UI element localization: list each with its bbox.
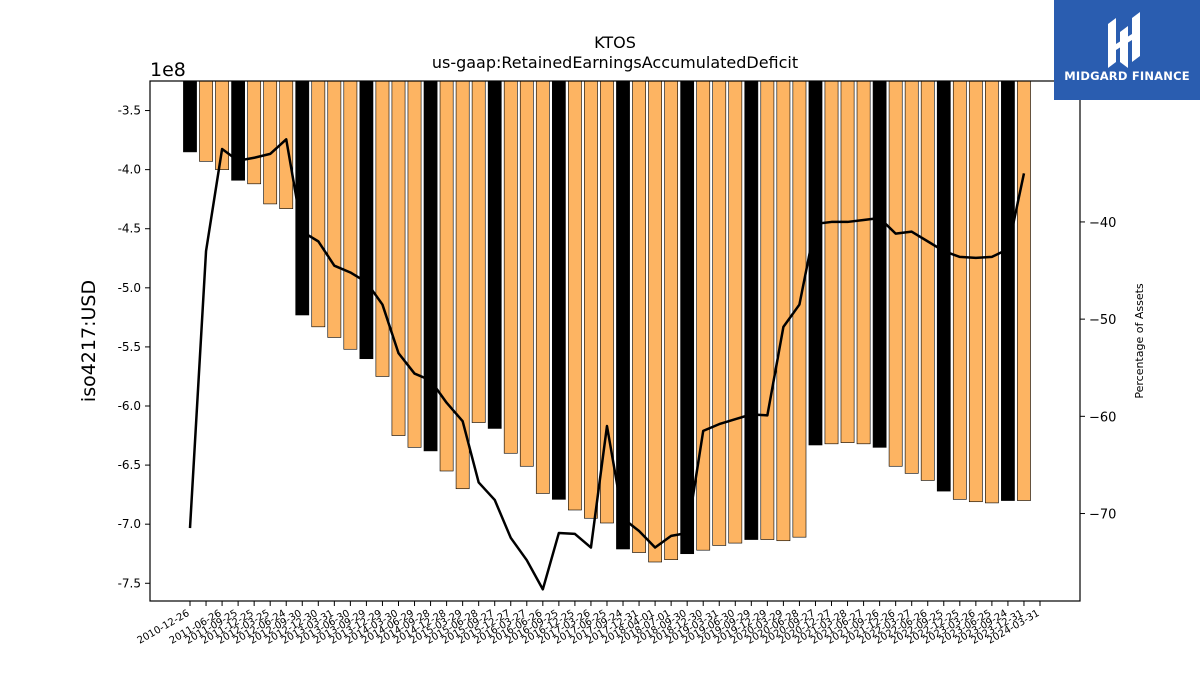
- bar-31: [680, 80, 695, 555]
- bar-30: [664, 80, 679, 560]
- bar-14: [407, 80, 422, 448]
- bar-10: [343, 80, 358, 350]
- y2-tick-label-1: −50: [1089, 313, 1116, 328]
- bar-25: [584, 80, 598, 519]
- bar-3: [231, 80, 245, 181]
- bar-44: [888, 80, 903, 467]
- bar-51: [1001, 80, 1015, 501]
- bar-50: [985, 80, 999, 504]
- bar-8: [311, 80, 326, 328]
- bar-49: [968, 80, 983, 503]
- y2-tick-label-3: −70: [1089, 508, 1116, 523]
- assets-percentage-line: [188, 138, 1026, 591]
- y-offset-label: 1e8: [150, 59, 186, 81]
- bar-24: [568, 80, 582, 511]
- bar-48: [952, 80, 967, 500]
- bar-12: [375, 80, 390, 377]
- y-tick-label-5: -6.0: [118, 399, 141, 413]
- bars: [183, 80, 1031, 563]
- y2-axis-label: Percentage of Assets: [1133, 283, 1146, 399]
- bar-5: [263, 80, 278, 205]
- line-layer: [188, 138, 1026, 591]
- bar-4: [247, 80, 262, 185]
- y-tick-label-4: -5.5: [118, 340, 141, 354]
- bar-1: [199, 80, 213, 162]
- y-tick-label-3: -5.0: [118, 281, 141, 295]
- axes: -3.5 -4.0 -4.5 -5.0 -5.5 -6.0 -6.5 -7.0 -7.5 −40 −…: [118, 80, 1116, 647]
- bar-0: [183, 80, 197, 153]
- brand-logo: MIDGARD FINANCE: [1054, 0, 1200, 100]
- chart-subtitle: us-gaap:RetainedEarningsAccumulatedDefic…: [432, 53, 798, 72]
- bar-52: [1017, 80, 1031, 501]
- bar-42: [856, 80, 871, 445]
- bar-37: [776, 80, 791, 542]
- bar-20: [503, 80, 518, 454]
- y-tick-label-1: -4.0: [118, 163, 141, 177]
- y-axis-label: iso4217:USD: [78, 280, 100, 402]
- y-tick-label-2: -4.5: [118, 222, 141, 236]
- bar-11: [359, 80, 374, 360]
- bar-15: [423, 80, 438, 452]
- bar-19: [487, 80, 502, 429]
- bar-46: [920, 80, 935, 481]
- plot-frame: [149, 80, 1081, 602]
- bar-29: [648, 80, 662, 563]
- bar-9: [327, 80, 342, 338]
- bar-28: [632, 80, 646, 553]
- bar-16: [439, 80, 454, 472]
- y-tick-label-0: -3.5: [118, 104, 141, 118]
- y-tick-label-8: -7.5: [118, 576, 141, 590]
- bar-39: [808, 80, 823, 446]
- bar-43: [872, 80, 887, 448]
- midgard-logo-icon: [1108, 12, 1140, 68]
- bar-22: [535, 80, 550, 494]
- bar-45: [904, 80, 919, 474]
- bar-33: [712, 80, 727, 546]
- y-tick-label-7: -7.0: [118, 517, 141, 531]
- logo-text: MIDGARD FINANCE: [1064, 69, 1190, 83]
- y-tick-label-6: -6.5: [118, 458, 141, 472]
- y2-tick-label-2: −60: [1089, 410, 1116, 425]
- bar-13: [391, 80, 406, 436]
- bar-36: [760, 80, 775, 540]
- bar-17: [455, 80, 470, 490]
- bar-34: [728, 80, 743, 544]
- bar-23: [551, 80, 566, 500]
- bar-21: [519, 80, 534, 467]
- y2-tick-label-0: −40: [1089, 216, 1116, 231]
- chart-title: KTOS: [594, 33, 636, 52]
- bar-32: [696, 80, 711, 551]
- bar-27: [616, 80, 630, 550]
- bar-40: [824, 80, 839, 445]
- bar-18: [471, 80, 486, 423]
- bar-41: [840, 80, 855, 443]
- bar-35: [744, 80, 759, 540]
- bar-47: [936, 80, 951, 492]
